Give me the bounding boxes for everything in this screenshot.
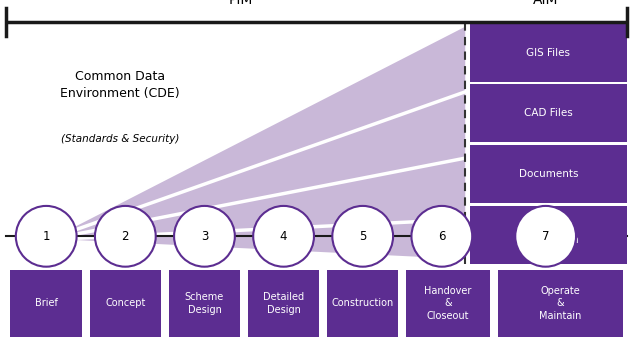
- FancyBboxPatch shape: [470, 206, 627, 264]
- Text: (Standards & Security): (Standards & Security): [61, 134, 180, 144]
- Text: 2: 2: [122, 230, 129, 243]
- Text: CAD Files: CAD Files: [524, 108, 573, 118]
- Text: Detailed
Design: Detailed Design: [263, 292, 304, 314]
- Text: 6: 6: [438, 230, 446, 243]
- Text: Documents: Documents: [519, 169, 578, 179]
- Text: GIS Files: GIS Files: [527, 48, 570, 58]
- Text: 4: 4: [280, 230, 287, 243]
- Text: 3: 3: [201, 230, 208, 243]
- FancyBboxPatch shape: [470, 145, 627, 203]
- Ellipse shape: [95, 206, 156, 267]
- Ellipse shape: [411, 206, 472, 267]
- Text: 7: 7: [542, 230, 549, 243]
- Polygon shape: [47, 26, 465, 240]
- Text: Handover
&
Closeout: Handover & Closeout: [424, 286, 472, 321]
- FancyBboxPatch shape: [10, 270, 82, 337]
- Ellipse shape: [16, 206, 77, 267]
- FancyBboxPatch shape: [248, 270, 319, 337]
- FancyBboxPatch shape: [406, 270, 490, 337]
- Text: 1: 1: [42, 230, 50, 243]
- FancyBboxPatch shape: [168, 270, 241, 337]
- FancyBboxPatch shape: [470, 24, 627, 82]
- Polygon shape: [47, 92, 465, 240]
- FancyBboxPatch shape: [498, 270, 623, 337]
- Ellipse shape: [253, 206, 314, 267]
- Ellipse shape: [332, 206, 393, 267]
- FancyBboxPatch shape: [470, 84, 627, 142]
- Text: 5: 5: [359, 230, 367, 243]
- Text: Asset
Information: Asset Information: [518, 224, 579, 245]
- Text: Common Data
Environment (CDE): Common Data Environment (CDE): [61, 70, 180, 100]
- Text: Brief: Brief: [35, 298, 58, 308]
- Ellipse shape: [515, 206, 576, 267]
- FancyBboxPatch shape: [90, 270, 161, 337]
- Text: Operate
&
Maintain: Operate & Maintain: [539, 286, 581, 321]
- Ellipse shape: [174, 206, 235, 267]
- FancyBboxPatch shape: [327, 270, 399, 337]
- Text: Scheme
Design: Scheme Design: [185, 292, 224, 314]
- Text: AIM: AIM: [533, 0, 558, 7]
- Text: PIM: PIM: [229, 0, 253, 7]
- Polygon shape: [47, 158, 465, 240]
- Text: Construction: Construction: [332, 298, 394, 308]
- Text: Concept: Concept: [105, 298, 146, 308]
- Polygon shape: [47, 219, 465, 260]
